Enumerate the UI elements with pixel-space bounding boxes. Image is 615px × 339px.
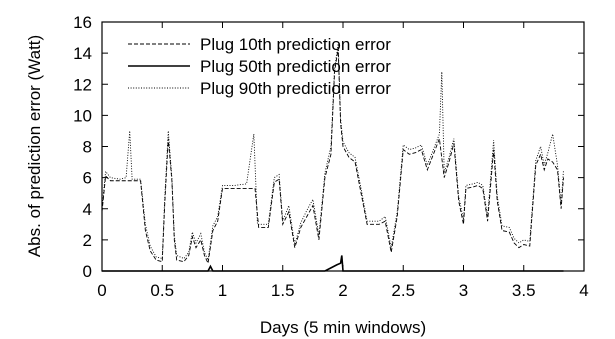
y-tick-label: 10 [73, 106, 92, 125]
x-tick-label: 0.5 [150, 281, 174, 300]
y-tick-label: 2 [83, 231, 92, 250]
y-tick-label: 16 [73, 13, 92, 32]
x-tick-label: 4 [579, 281, 588, 300]
plot-series-layer [101, 43, 564, 272]
y-tick-label: 0 [83, 262, 92, 281]
x-tick-label: 3 [459, 281, 468, 300]
y-tick-label: 6 [83, 169, 92, 188]
legend-label-1: Plug 10th prediction error [200, 35, 391, 54]
x-tick-label: 2.5 [391, 281, 415, 300]
x-tick-label: 1 [218, 281, 227, 300]
legend: Plug 10th prediction error Plug 50th pred… [128, 35, 391, 98]
y-tick-label: 4 [83, 200, 92, 219]
legend-label-3: Plug 90th prediction error [200, 79, 391, 98]
x-tick-label: 0 [97, 281, 106, 300]
y-tick-label: 8 [83, 138, 92, 157]
y-tick-label: 12 [73, 75, 92, 94]
x-tick-label: 1.5 [271, 281, 295, 300]
legend-label-2: Plug 50th prediction error [200, 57, 391, 76]
axis-ticks: 0 0.5 1 1.5 2 2.5 3 3.5 4 0 2 4 6 8 10 12 14 16 [73, 13, 589, 300]
y-axis-label: Abs. of prediction error (Watt) [25, 35, 44, 257]
series-line-2 [102, 255, 564, 272]
x-tick-label: 2 [338, 281, 347, 300]
series-line-3 [101, 43, 564, 262]
x-tick-label: 3.5 [512, 281, 536, 300]
series-line-1 [101, 48, 564, 265]
y-tick-label: 14 [73, 44, 92, 63]
x-axis-label: Days (5 min windows) [260, 318, 426, 337]
